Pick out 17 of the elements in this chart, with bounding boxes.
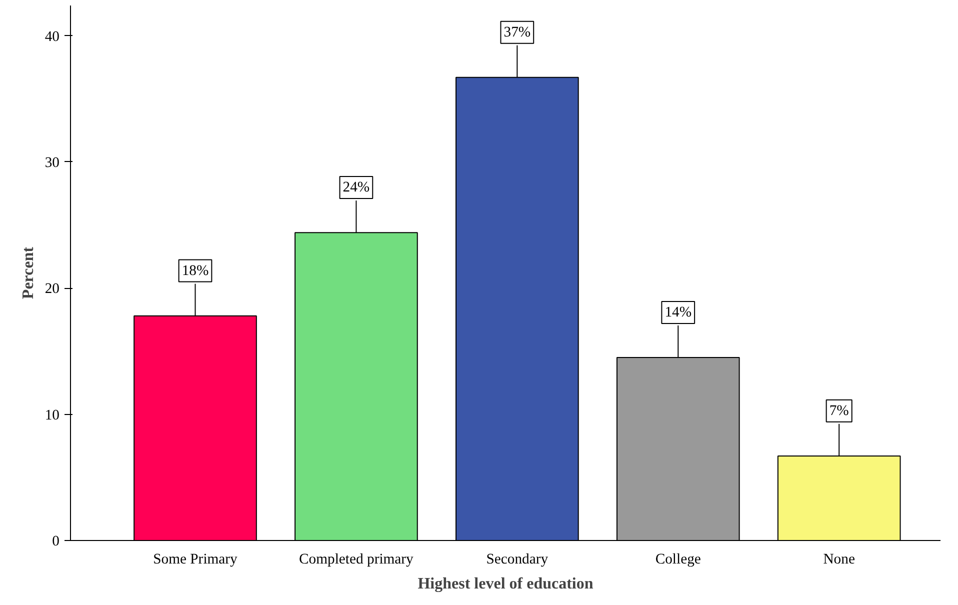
y-tick-label: 10 (44, 407, 60, 424)
x-tick-label: None (823, 552, 855, 568)
x-tick-label: Completed primary (299, 552, 414, 568)
data-label: 18% (182, 262, 209, 279)
y-axis-title: Percent (20, 246, 37, 300)
data-label: 24% (342, 180, 370, 196)
data-label: 37% (504, 24, 531, 40)
x-axis-title: Highest level of education (418, 576, 594, 592)
data-label: 7% (829, 402, 849, 419)
y-tick-label: 30 (44, 154, 60, 171)
x-tick-label: Secondary (486, 552, 549, 568)
y-tick-label: 0 (52, 534, 60, 550)
data-label: 14% (664, 304, 692, 320)
y-tick-label: 20 (44, 281, 60, 298)
y-tick-label: 40 (44, 28, 60, 45)
x-tick-label: College (655, 552, 701, 568)
x-tick-label: Some Primary (153, 552, 238, 568)
